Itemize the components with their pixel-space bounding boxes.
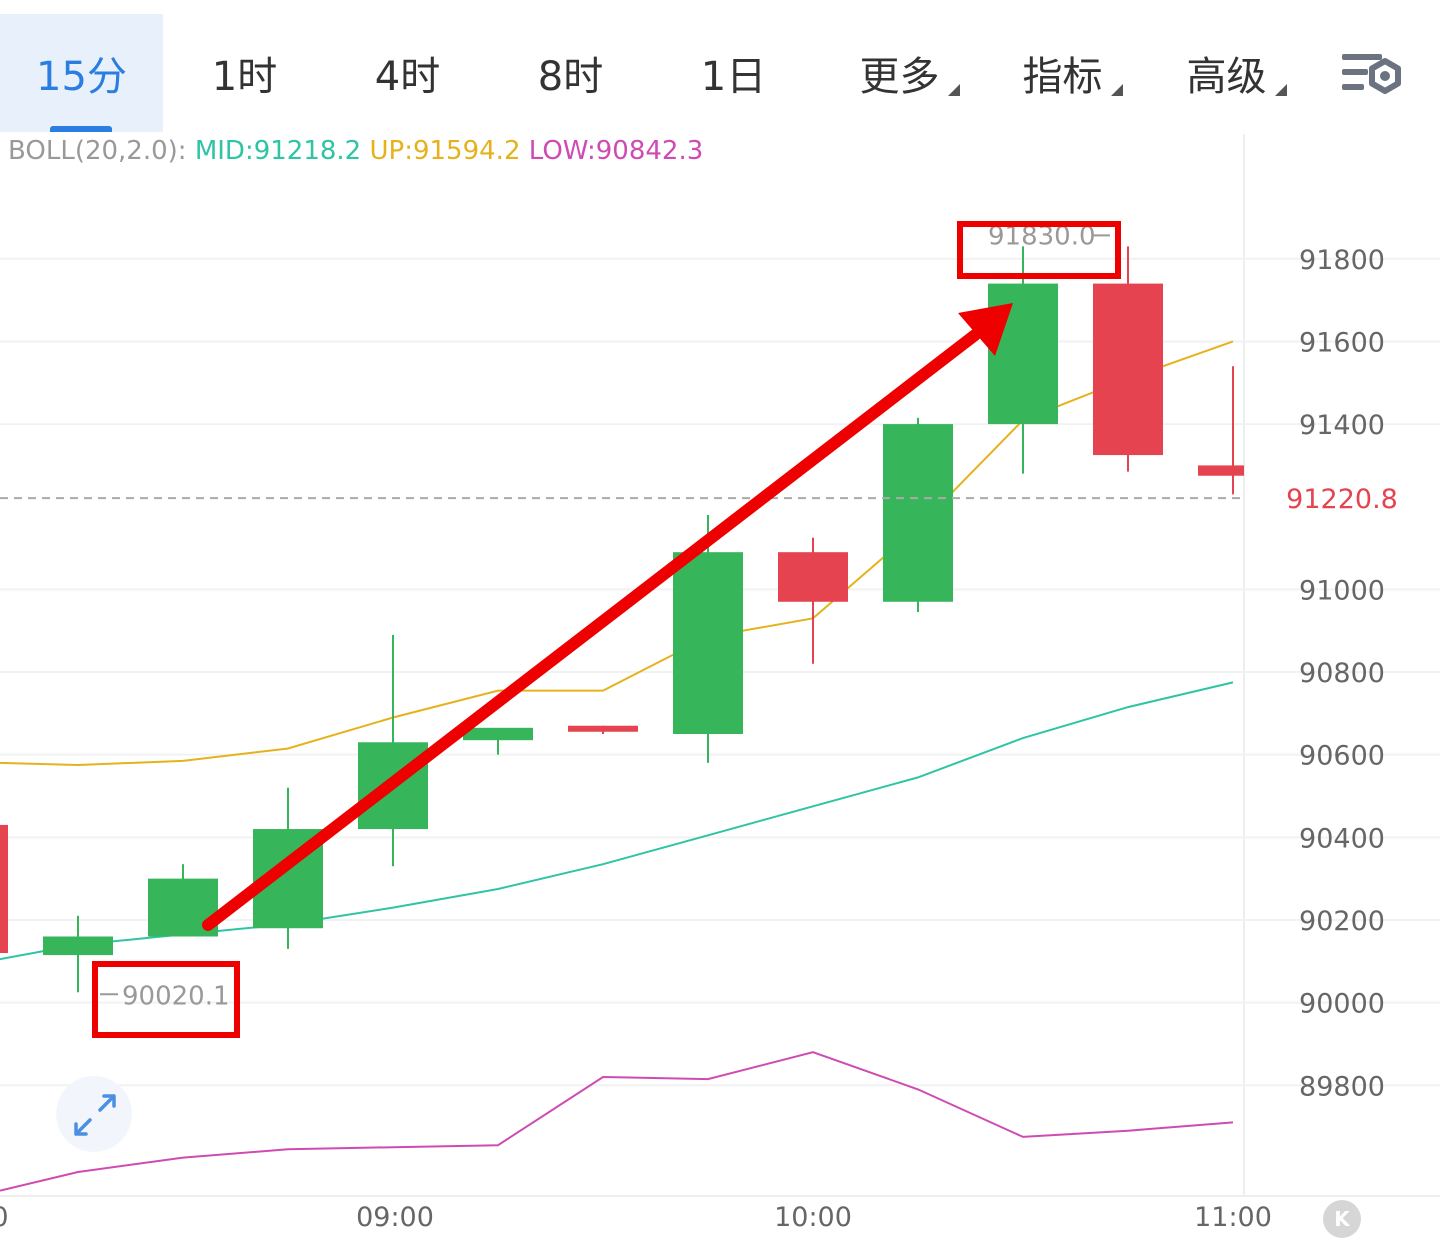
fullscreen-button[interactable]: [56, 1076, 132, 1152]
candle-up: [43, 915, 113, 993]
tab-label: 8时: [537, 54, 604, 100]
price-tick-label: 91000: [1299, 575, 1385, 606]
price-tick-label: 90200: [1299, 906, 1385, 937]
min-price-label: 90020.1: [122, 981, 230, 1011]
tab-label: 4时: [374, 54, 441, 100]
price-tick-label: 90600: [1299, 741, 1385, 772]
price-tick-label: 90800: [1299, 658, 1385, 689]
candle-body: [988, 283, 1058, 425]
boll-prefix: BOLL(20,2.0):: [8, 136, 187, 166]
boll-indicator-readout: BOLL(20,2.0): MID:91218.2 UP:91594.2 LOW…: [8, 136, 703, 166]
dropdown-caret-icon: [948, 84, 960, 96]
max-highlight-box: [957, 221, 1121, 279]
current-price-label-bg: [1252, 478, 1438, 519]
candlestick-chart[interactable]: 91800 91600 91400 91000 90800 90600 90400 90200…: [0, 134, 1440, 1236]
max-price-annotation: 91830.0: [957, 221, 1121, 279]
tab-1d[interactable]: 1日: [652, 14, 815, 132]
boll-low-value: LOW:90842.3: [528, 136, 704, 166]
active-tab-indicator: [50, 126, 112, 132]
boll-low-line: [0, 1051, 1234, 1192]
candle-down: [1093, 246, 1163, 472]
tab-advanced[interactable]: 高级: [1145, 14, 1308, 132]
tab-label: 高级: [1186, 54, 1267, 100]
candle-up: [988, 246, 1058, 474]
candle-body: [1093, 283, 1163, 456]
time-tick-label: 11:00: [1194, 1202, 1272, 1233]
tab-label: 1时: [211, 54, 278, 100]
price-tick-label: 89800: [1299, 1071, 1385, 1102]
price-tick-label: 91400: [1299, 410, 1385, 441]
timeframe-toolbar: 15分 1时 4时 8时 1日 更多 指标 高级: [0, 0, 1440, 134]
boll-mid-value: MID:91218.2: [194, 136, 362, 166]
tab-8h[interactable]: 8时: [489, 14, 652, 132]
candle-body: [463, 727, 533, 741]
tab-15min[interactable]: 15分: [0, 14, 163, 132]
dropdown-caret-icon: [1111, 84, 1123, 96]
time-axis-labels: 0 09:00 10:00 11:00: [0, 1202, 1272, 1233]
price-axis-labels: 91800 91600 91400 91000 90800 90600 90400 90200…: [1299, 245, 1385, 1102]
tab-label: 指标: [1022, 54, 1103, 100]
trend-arrow-head-icon: [958, 303, 1013, 356]
candle-body: [1198, 465, 1244, 476]
k-icon: K: [1334, 1207, 1350, 1231]
candle-up: [673, 514, 743, 763]
price-tick-label: 90400: [1299, 823, 1385, 854]
candle-up: [148, 864, 218, 937]
time-tick-label: 0: [0, 1202, 9, 1233]
dropdown-caret-icon: [1275, 84, 1287, 96]
bollinger-bands: [0, 340, 1234, 1192]
tab-label: 1日: [700, 54, 767, 100]
tab-more[interactable]: 更多: [818, 14, 981, 132]
candle-body: [883, 424, 953, 602]
candle-up: [883, 417, 953, 613]
candle-down: [568, 725, 638, 735]
chart-settings-icon[interactable]: [1338, 48, 1404, 98]
tab-label: 更多: [859, 54, 940, 100]
tab-label: 15分: [36, 54, 127, 100]
price-tick-label: 91600: [1299, 327, 1385, 358]
candle-body: [673, 552, 743, 735]
tab-indicators[interactable]: 指标: [981, 14, 1144, 132]
candle-body: [778, 552, 848, 602]
candle-body: [43, 936, 113, 956]
candle-down: [778, 537, 848, 664]
min-highlight-box: [92, 961, 240, 1038]
current-price-label: 91220.8: [1286, 484, 1398, 515]
candle-body: [0, 824, 8, 954]
min-price-annotation: 90020.1: [92, 961, 240, 1038]
price-tick-label: 90000: [1299, 989, 1385, 1020]
candle-up: [358, 634, 428, 867]
candle-up: [463, 727, 533, 755]
candle-down: [0, 824, 8, 954]
trend-arrow-shaft: [202, 329, 981, 931]
candle-down: [1198, 366, 1244, 495]
time-tick-label: 09:00: [356, 1202, 434, 1233]
boll-up-value: UP:91594.2: [369, 136, 521, 166]
price-tick-label: 91800: [1299, 245, 1385, 276]
time-tick-label: 10:00: [774, 1202, 852, 1233]
trend-arrow: [202, 303, 1013, 931]
kline-toggle-button[interactable]: K: [1323, 1200, 1361, 1238]
tab-1h[interactable]: 1时: [163, 14, 326, 132]
tab-4h[interactable]: 4时: [326, 14, 489, 132]
candles: [0, 246, 1244, 993]
expand-arrows-icon: [74, 1094, 116, 1136]
candle-body: [568, 725, 638, 732]
